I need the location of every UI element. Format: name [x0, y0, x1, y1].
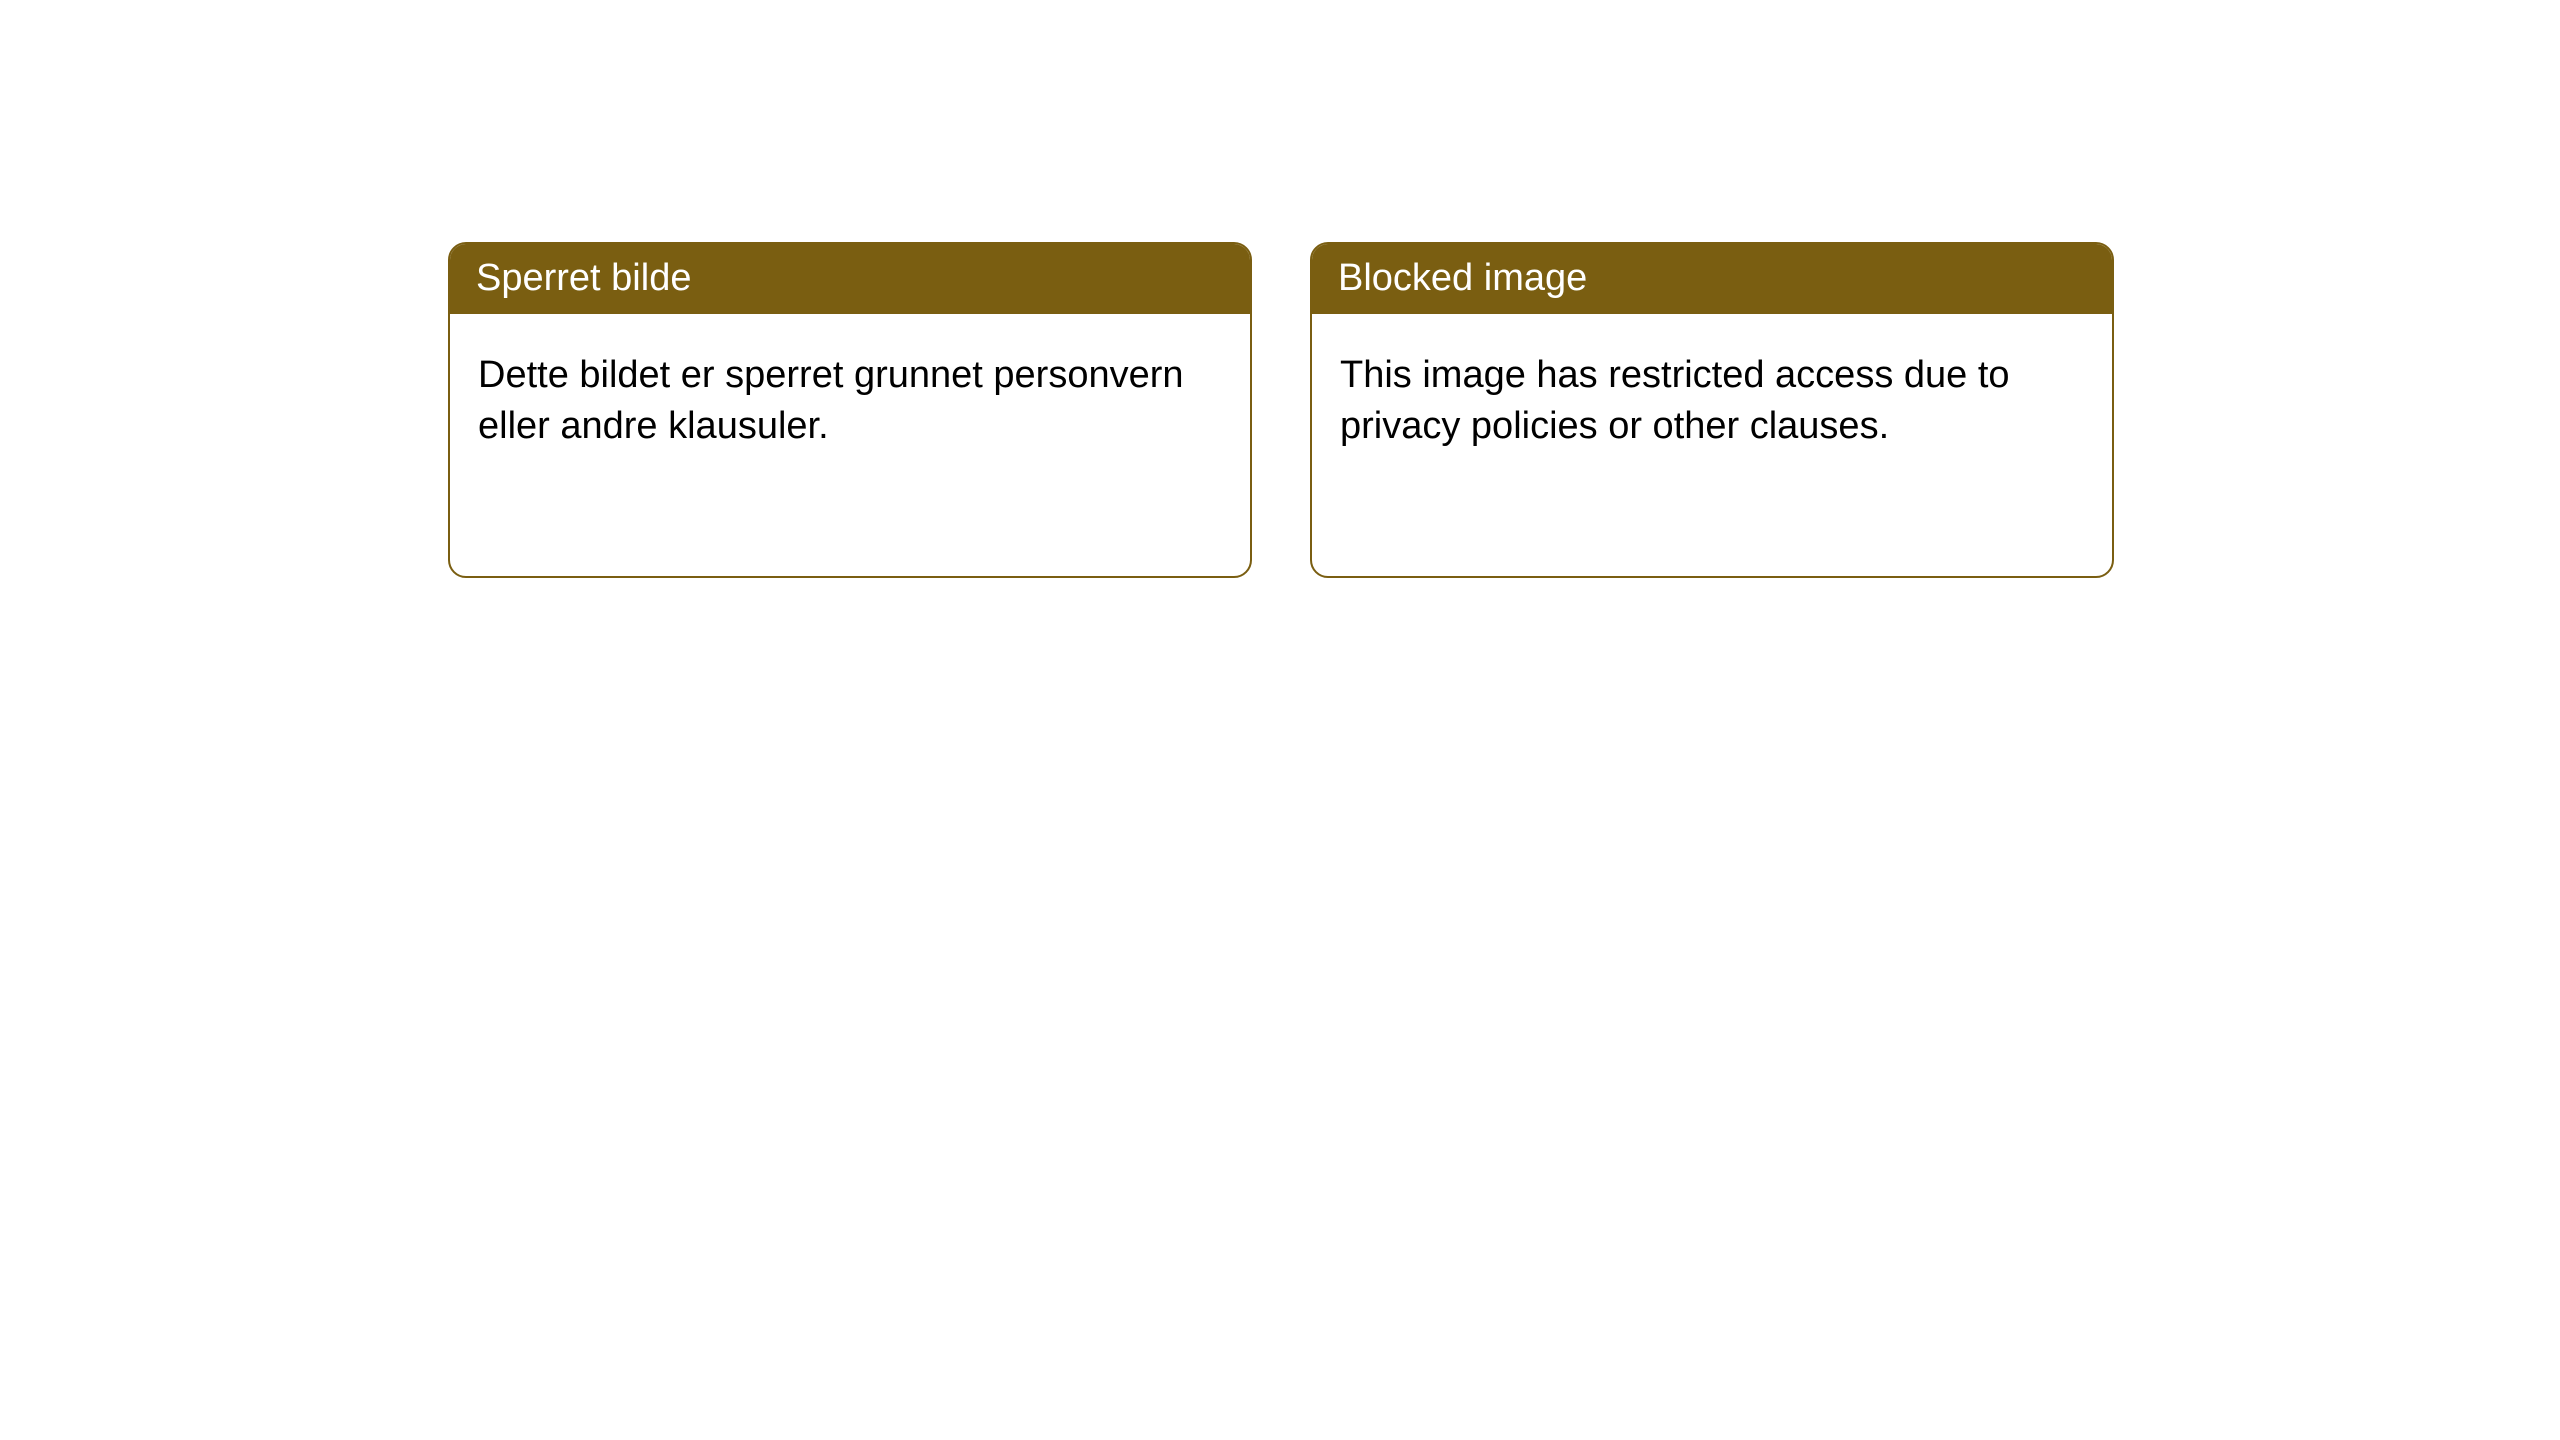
blocked-image-card-en: Blocked image This image has restricted …: [1310, 242, 2114, 578]
card-body: This image has restricted access due to …: [1312, 314, 2112, 489]
card-body: Dette bildet er sperret grunnet personve…: [450, 314, 1250, 489]
card-header: Sperret bilde: [450, 244, 1250, 314]
blocked-image-card-no: Sperret bilde Dette bildet er sperret gr…: [448, 242, 1252, 578]
card-header: Blocked image: [1312, 244, 2112, 314]
notice-cards-container: Sperret bilde Dette bildet er sperret gr…: [448, 242, 2114, 578]
